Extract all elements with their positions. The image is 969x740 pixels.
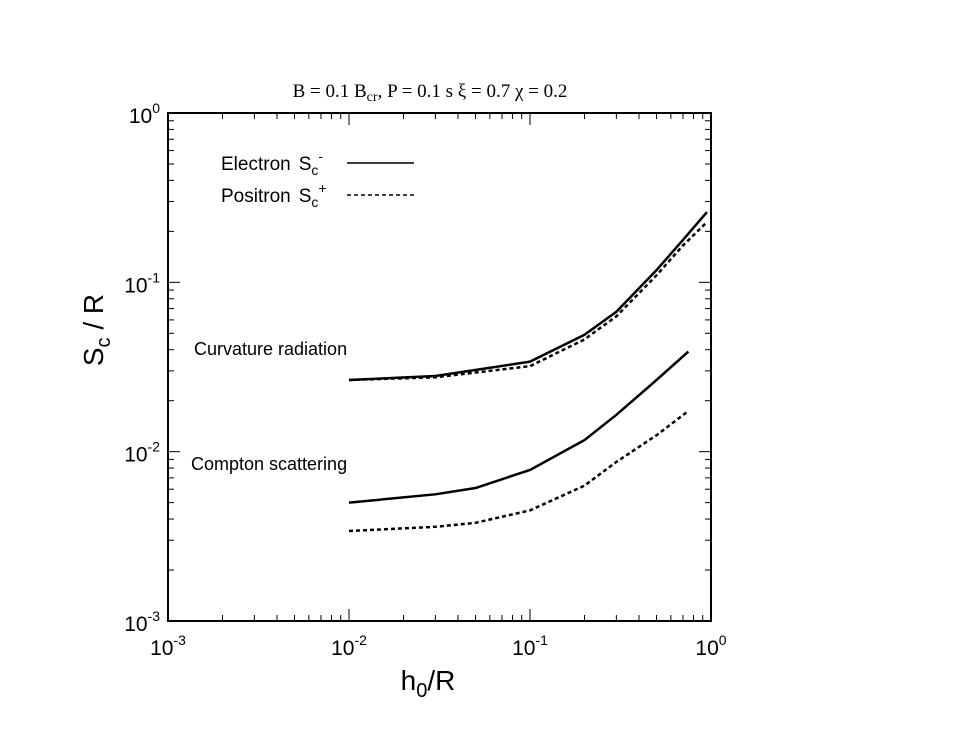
tick-base: 10 — [124, 274, 147, 297]
xlabel-rest: /R — [427, 665, 455, 696]
legend-label: Positron Sc+ — [221, 180, 327, 210]
tick-base: 10 — [695, 637, 718, 660]
legend-name: Positron — [221, 186, 291, 207]
tick-label: 100 — [129, 100, 160, 128]
x-axis-label: h0/R — [401, 665, 456, 702]
tick-exp: -1 — [148, 269, 161, 285]
legend-sub: c — [311, 162, 318, 178]
tick-exp: -3 — [173, 632, 186, 648]
tick-exp: 0 — [152, 100, 160, 116]
plot-frame — [167, 112, 712, 622]
legend-symbol: S — [299, 154, 312, 175]
legend-label: Electron Sc- — [221, 148, 323, 178]
tick-exp: -2 — [148, 439, 161, 455]
annotation: Curvature radiation — [194, 339, 347, 359]
tick-label: 10-1 — [124, 269, 160, 297]
tick-exp: -3 — [148, 608, 161, 624]
ylabel-rest: / R — [78, 294, 109, 338]
title-text: B = 0.1 B — [293, 81, 367, 102]
tick-exp: -2 — [354, 632, 367, 648]
y-axis-label: Sc / R — [78, 294, 115, 366]
tick-base: 10 — [124, 444, 147, 467]
tick-exp: 0 — [719, 632, 727, 648]
tick-base: 10 — [129, 105, 152, 128]
legend-name: Electron — [221, 154, 291, 175]
series-line — [348, 211, 708, 382]
tick-exp: -1 — [535, 632, 548, 648]
legend-sup: - — [318, 148, 323, 164]
tick-label: 10-2 — [331, 632, 367, 660]
tick-label: 10-3 — [124, 608, 160, 636]
ylabel-sub: c — [93, 337, 115, 347]
xlabel-text: h — [401, 665, 417, 696]
legend-symbol: S — [299, 186, 312, 207]
xlabel-sub: 0 — [416, 680, 427, 702]
series-line — [348, 409, 690, 533]
tick-label: 10-2 — [124, 439, 160, 467]
tick-label: 10-3 — [150, 632, 186, 660]
annotation: Compton scattering — [191, 454, 347, 474]
legend-sup: + — [318, 180, 326, 196]
legend-sub: c — [311, 194, 318, 210]
title-sub: cr — [367, 90, 378, 105]
ylabel-text: S — [78, 347, 109, 366]
title-rest: , P = 0.1 s ξ = 0.7 χ = 0.2 — [378, 81, 568, 102]
tick-label: 10-1 — [512, 632, 548, 660]
tick-base: 10 — [150, 637, 173, 660]
tick-base: 10 — [331, 637, 354, 660]
tick-base: 10 — [124, 613, 147, 636]
chart-title: B = 0.1 Bcr, P = 0.1 s ξ = 0.7 χ = 0.2 — [293, 81, 568, 105]
tick-base: 10 — [512, 637, 535, 660]
series-line — [348, 350, 690, 504]
tick-label: 100 — [695, 632, 726, 660]
series-line — [348, 221, 708, 382]
